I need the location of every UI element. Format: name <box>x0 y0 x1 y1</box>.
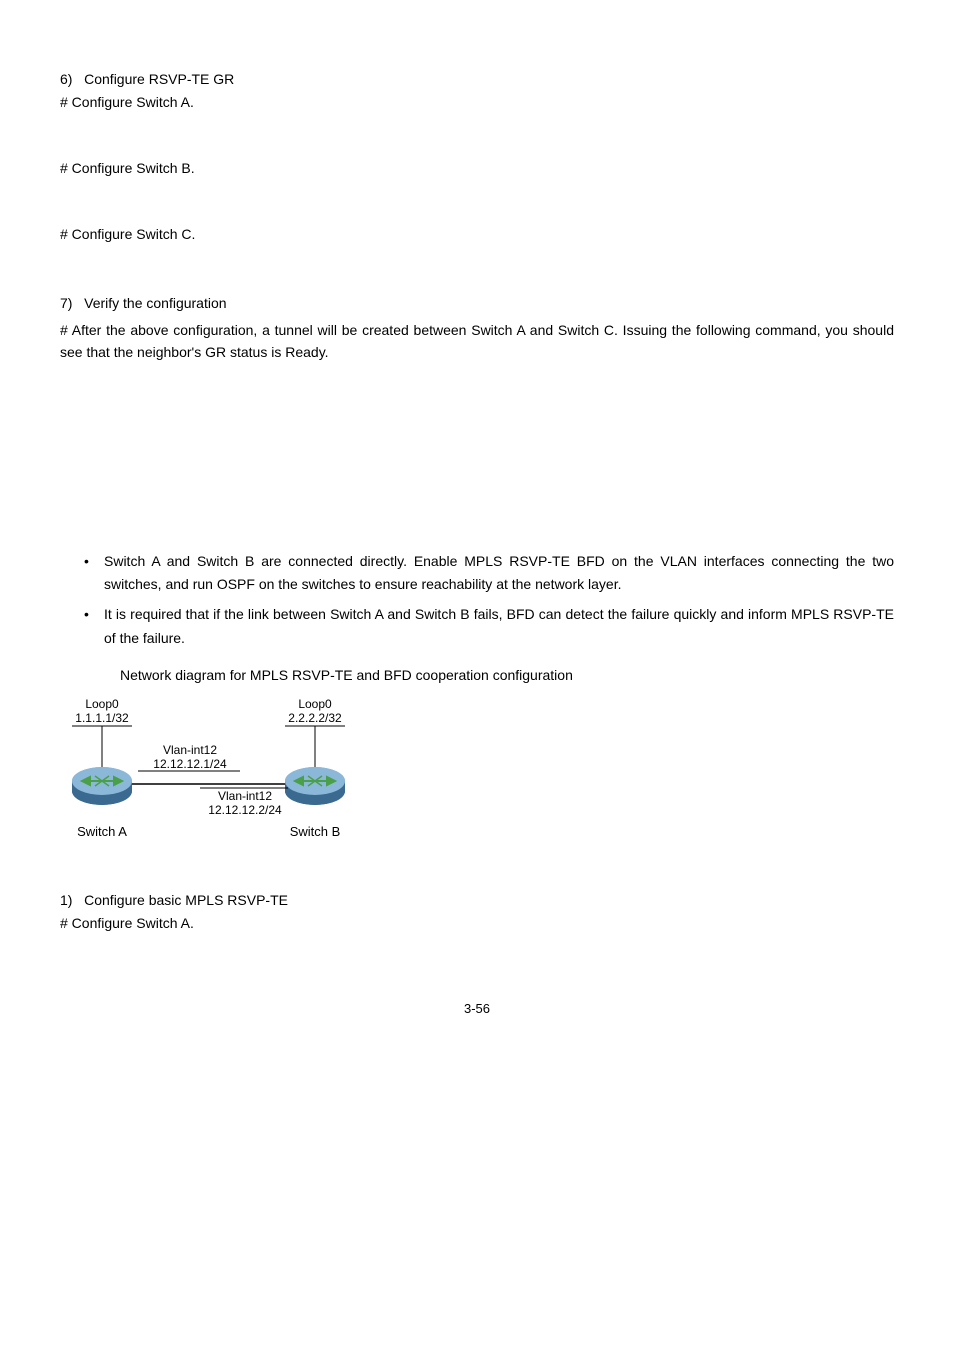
switch-a-name: Switch A <box>77 824 127 839</box>
step-6-heading: 6) Configure RSVP-TE GR <box>60 68 894 90</box>
bullet-2-text: It is required that if the link between … <box>104 603 894 651</box>
link-a-label: 12.12.12.1/24 <box>153 757 227 771</box>
step-1-heading: 1) Configure basic MPLS RSVP-TE <box>60 889 894 911</box>
bullet-dot-icon: • <box>84 550 104 574</box>
step-7-title: Verify the configuration <box>84 295 226 311</box>
bullet-2: • It is required that if the link betwee… <box>84 603 894 651</box>
configure-switch-b-1: # Configure Switch B. <box>60 160 894 176</box>
ip-a-label: 1.1.1.1/32 <box>75 711 129 725</box>
switch-b-icon <box>285 767 345 805</box>
bullet-dot-icon: • <box>84 603 104 627</box>
page-number: 3-56 <box>60 1001 894 1016</box>
switch-b-name: Switch B <box>290 824 341 839</box>
step-6-title: Configure RSVP-TE GR <box>84 71 234 87</box>
bullet-1-text: Switch A and Switch B are connected dire… <box>104 550 894 598</box>
figure-caption: Network diagram for MPLS RSVP-TE and BFD… <box>120 665 894 686</box>
loop0-b-label: Loop0 <box>298 697 332 711</box>
link-b-label: 12.12.12.2/24 <box>208 803 282 817</box>
step-7-num: 7) <box>60 295 72 311</box>
configure-switch-c-1: # Configure Switch C. <box>60 226 894 242</box>
verify-text: # After the above configuration, a tunne… <box>60 319 894 364</box>
step-1-title: Configure basic MPLS RSVP-TE <box>84 892 288 908</box>
loop0-a-label: Loop0 <box>85 697 119 711</box>
step-6-num: 6) <box>60 71 72 87</box>
vlan-upper-label: Vlan-int12 <box>163 743 217 757</box>
step-1-num: 1) <box>60 892 72 908</box>
ip-b-label: 2.2.2.2/32 <box>288 711 342 725</box>
configure-switch-a-2: # Configure Switch A. <box>60 915 894 931</box>
vlan-lower-label: Vlan-int12 <box>218 789 272 803</box>
switch-a-icon <box>72 767 132 805</box>
configure-switch-a-1: # Configure Switch A. <box>60 94 894 110</box>
network-diagram: Loop0 1.1.1.1/32 Loop0 2.2.2.2/32 Vlan-i… <box>60 696 894 859</box>
step-7-heading: 7) Verify the configuration <box>60 292 894 314</box>
bullet-1: • Switch A and Switch B are connected di… <box>84 550 894 598</box>
